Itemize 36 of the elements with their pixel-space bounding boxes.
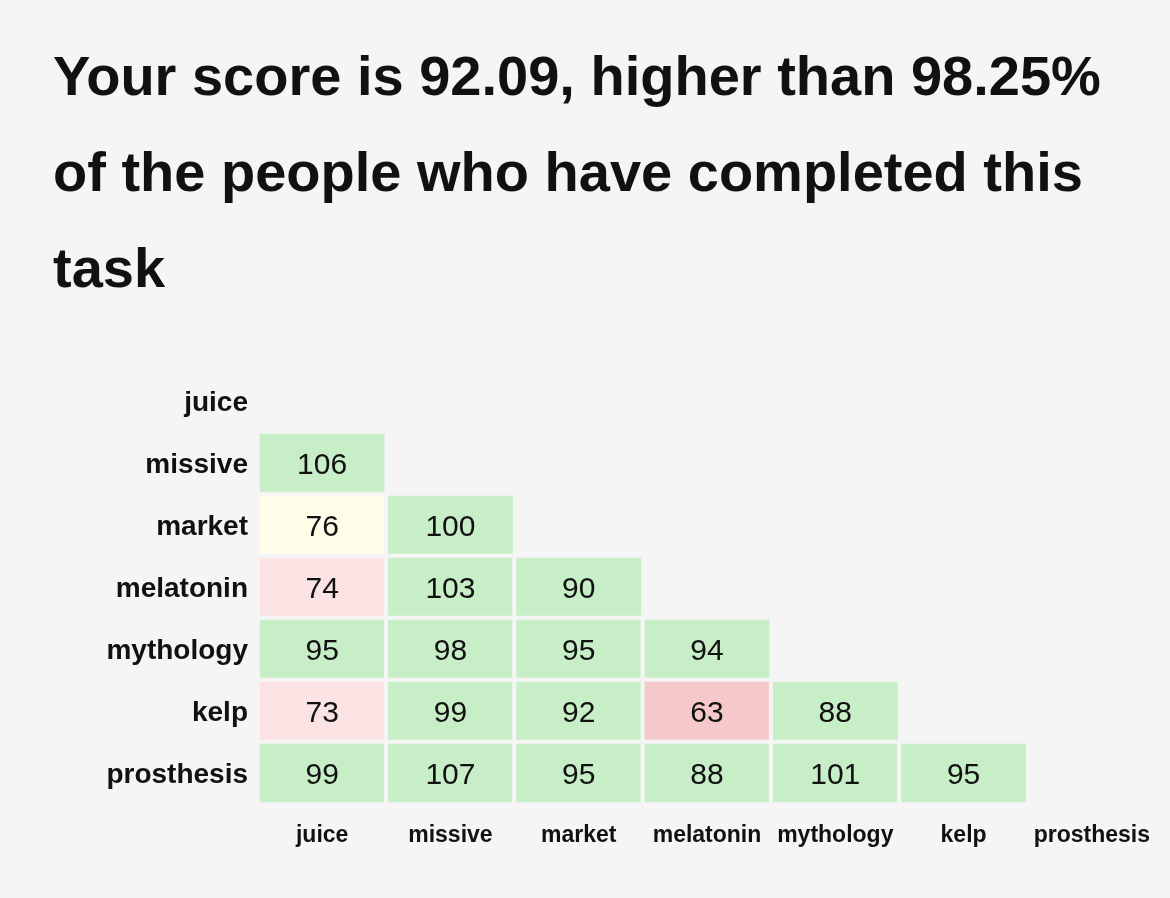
data-label: 95 — [946, 756, 981, 790]
data-label: 100 — [425, 508, 476, 542]
data-label: 101 — [810, 756, 861, 790]
data-label: 98 — [433, 632, 468, 666]
x-tick-label: market — [541, 820, 617, 847]
data-label: 63 — [690, 694, 724, 728]
data-label: 88 — [818, 694, 852, 728]
chart-title: Your score is 92.09, higher than 98.25% of the people who have completed this task — [53, 43, 1117, 299]
data-label: 74 — [305, 570, 339, 604]
data-label: 92 — [562, 694, 596, 728]
data-label: 73 — [305, 694, 339, 728]
data-label: 94 — [690, 632, 724, 666]
data-label: 95 — [562, 756, 596, 790]
y-tick-label: melatonin — [115, 571, 248, 603]
data-label: 103 — [425, 570, 476, 604]
data-label: 99 — [305, 756, 339, 790]
x-tick-label: juice — [294, 820, 349, 847]
y-tick-label: prosthesis — [106, 757, 248, 789]
data-label: 99 — [433, 694, 468, 728]
y-tick-label: juice — [183, 385, 248, 417]
y-tick-label: kelp — [191, 695, 248, 727]
data-label: 106 — [297, 446, 348, 480]
y-tick-label: missive — [145, 447, 248, 479]
x-tick-label: mythology — [777, 820, 894, 847]
data-label: 95 — [562, 632, 596, 666]
data-label: 76 — [305, 508, 339, 542]
y-tick-label: mythology — [106, 633, 249, 665]
x-tick-label: kelp — [940, 820, 987, 847]
data-label: 88 — [690, 756, 724, 790]
x-tick-label: prosthesis — [1033, 820, 1151, 847]
x-tick-label: missive — [408, 820, 493, 847]
data-label: 90 — [562, 570, 596, 604]
y-tick-label: market — [156, 509, 248, 541]
x-tick-label: melatonin — [652, 820, 762, 847]
data-label: 107 — [425, 756, 476, 790]
data-label: 95 — [305, 632, 339, 666]
